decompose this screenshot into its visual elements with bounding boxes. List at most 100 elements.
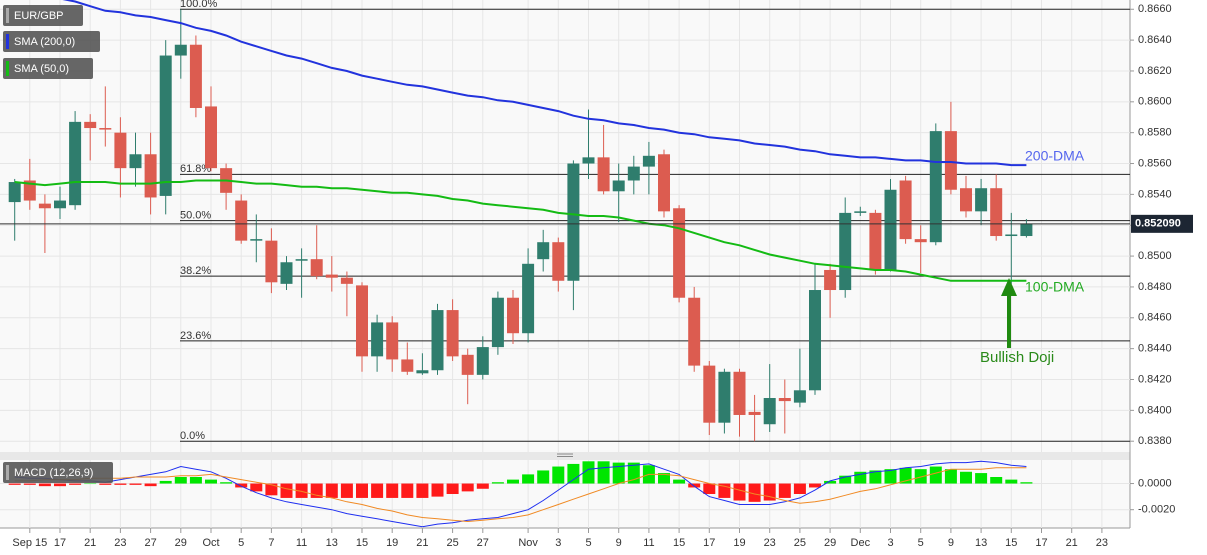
- candle-body: [839, 212, 852, 291]
- histogram-bar: [944, 469, 957, 484]
- histogram-bar: [839, 475, 852, 484]
- candle-body: [340, 277, 353, 284]
- legend: EUR/GBP MACD (12,26,9) SMA (200,0) SMA (5…: [3, 5, 113, 483]
- candle-body: [748, 411, 761, 415]
- histogram-bar: [265, 483, 278, 496]
- histogram-bar: [597, 461, 610, 484]
- candle-body: [522, 263, 535, 334]
- x-tick-label: 15: [673, 537, 685, 549]
- histogram-bar: [854, 471, 867, 484]
- y-tick-label: 0.8420: [1138, 373, 1172, 385]
- annotations: 200-DMA 100-DMA Bullish Doji: [980, 148, 1085, 366]
- candle-body: [189, 44, 202, 108]
- histogram-bar: [567, 463, 580, 484]
- candle-body: [250, 239, 263, 241]
- x-tick-label: 21: [416, 537, 428, 549]
- histogram-bar: [54, 483, 66, 487]
- histogram-bar: [748, 483, 761, 502]
- y-tick-label: 0.8640: [1138, 34, 1172, 46]
- histogram-bar: [8, 483, 21, 485]
- candle-body: [205, 106, 217, 169]
- candle-body: [461, 354, 474, 375]
- histogram-bar: [673, 479, 686, 484]
- candle-body: [718, 371, 731, 423]
- candle-body: [688, 297, 701, 366]
- x-tick-label: 19: [386, 537, 398, 549]
- candle-body: [914, 239, 927, 243]
- legend-marker: [6, 465, 9, 480]
- histogram-bar: [658, 473, 670, 484]
- histogram-bar: [446, 483, 459, 494]
- last-price-label: 0.852090: [1135, 218, 1181, 230]
- plot-area: Sep 15 17 21 23 27 29 Oct 5 7 11 13 15 19 21 25 27 Nov 3 5…: [0, 0, 1193, 549]
- histogram-bar: [280, 483, 293, 498]
- fib-label: 100.0%: [180, 0, 218, 10]
- histogram-bar: [1020, 482, 1033, 484]
- x-tick-label: 5: [585, 537, 591, 549]
- candle-body: [507, 297, 519, 334]
- x-tick-label: 3: [555, 537, 561, 549]
- candle-body: [280, 262, 293, 284]
- y-tick-label: 0.0000: [1138, 477, 1172, 489]
- y-tick-label: 0.8500: [1138, 250, 1172, 262]
- candle-body: [944, 131, 957, 190]
- candle-body: [371, 322, 384, 357]
- x-tick-label: Dec: [851, 537, 871, 549]
- histogram-bar: [703, 483, 716, 494]
- histogram-bar: [869, 470, 882, 484]
- histogram-bar: [159, 480, 172, 484]
- x-tick-label: 5: [238, 537, 244, 549]
- candle-body: [627, 166, 640, 181]
- histogram-bar: [688, 483, 701, 488]
- histogram-bar: [537, 470, 550, 484]
- histogram-bar: [295, 483, 308, 498]
- y-tick-label: 0.8560: [1138, 157, 1172, 169]
- x-tick-label: 3: [887, 537, 893, 549]
- x-tick-label: 9: [616, 537, 622, 549]
- fib-label: 50.0%: [180, 210, 211, 222]
- y-tick-label: 0.8540: [1138, 188, 1172, 200]
- candle-body: [99, 128, 112, 130]
- histogram-bar: [129, 483, 142, 485]
- histogram-bar: [99, 483, 112, 485]
- y-tick-label: 0.8600: [1138, 96, 1172, 108]
- candle-body: [38, 203, 51, 209]
- x-tick-label: 29: [824, 537, 836, 549]
- histogram-bar: [522, 474, 535, 484]
- x-tick-label: 11: [296, 537, 307, 549]
- y-tick-label: 0.8480: [1138, 281, 1172, 293]
- annotation: 100-DMA: [1025, 279, 1085, 295]
- histogram-bar: [371, 483, 384, 498]
- histogram-bar: [884, 469, 897, 484]
- fib-label: 61.8%: [180, 163, 211, 175]
- x-tick-label: 23: [1096, 537, 1108, 549]
- y-tick-label: 0.8620: [1138, 65, 1172, 77]
- fib-label: 23.6%: [180, 330, 211, 342]
- histogram-bar: [990, 477, 1003, 484]
- candle-body: [567, 163, 580, 281]
- x-tick-label: 27: [477, 537, 489, 549]
- annotation: 200-DMA: [1025, 148, 1085, 164]
- fib-label: 0.0%: [180, 430, 205, 442]
- sma-line: [14, 179, 1027, 282]
- histogram-bar: [1005, 479, 1018, 484]
- candle-body: [69, 121, 82, 206]
- histogram-bar: [809, 483, 821, 488]
- y-tick-label: 0.8440: [1138, 343, 1172, 355]
- candle-body: [54, 200, 66, 209]
- legend-box: [3, 58, 93, 79]
- histogram-bar: [507, 479, 519, 484]
- x-tick-label: 23: [114, 537, 126, 549]
- x-tick-label: 27: [144, 537, 156, 549]
- histogram-bar: [461, 483, 474, 492]
- histogram-bar: [174, 477, 187, 484]
- histogram-bar: [325, 483, 338, 498]
- candle-body: [763, 398, 776, 425]
- candle-body: [491, 297, 504, 348]
- x-tick-label: 19: [733, 537, 745, 549]
- candle-body: [476, 347, 489, 375]
- legend-marker: [6, 61, 9, 76]
- candle-body: [899, 180, 912, 240]
- y-tick-label: 0.8380: [1138, 435, 1172, 447]
